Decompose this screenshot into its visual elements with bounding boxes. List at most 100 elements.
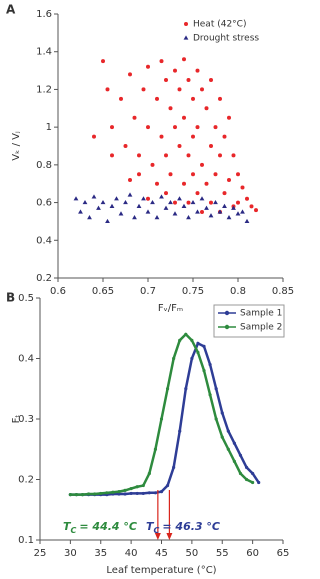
point xyxy=(96,205,101,210)
point xyxy=(220,435,224,439)
point xyxy=(235,211,241,216)
point xyxy=(186,215,191,220)
point xyxy=(196,341,200,345)
point xyxy=(251,471,255,476)
annotation-symbol: T xyxy=(146,520,155,533)
point xyxy=(244,465,249,469)
point xyxy=(195,125,200,130)
x-axis-label: Leaf temperature (°C) xyxy=(106,565,216,576)
point xyxy=(164,78,168,82)
point xyxy=(168,106,173,111)
y-tick-label: 0.4 xyxy=(36,235,52,246)
series-line xyxy=(70,341,260,496)
point xyxy=(118,211,124,216)
point xyxy=(132,215,137,220)
point xyxy=(200,210,204,214)
point xyxy=(195,191,200,196)
x-axis-label: Fᵥ/Fₘ xyxy=(158,303,183,314)
annotation-subscript: C xyxy=(154,526,160,535)
point xyxy=(213,199,218,205)
point xyxy=(141,483,145,488)
point xyxy=(240,209,245,214)
point xyxy=(195,68,200,73)
point xyxy=(218,96,222,101)
point xyxy=(195,209,200,214)
point xyxy=(232,441,236,445)
point xyxy=(173,200,177,205)
point xyxy=(168,199,173,205)
x-tick-label: 25 xyxy=(34,548,47,559)
point xyxy=(236,200,240,205)
point xyxy=(105,491,109,495)
point xyxy=(123,144,128,148)
y-tick-label: 1 xyxy=(46,122,52,133)
point xyxy=(196,350,200,355)
point xyxy=(208,393,212,397)
point xyxy=(129,491,133,496)
point xyxy=(105,218,110,224)
x-tick-label: 35 xyxy=(94,548,107,559)
point xyxy=(159,417,164,421)
point xyxy=(119,96,123,101)
point xyxy=(73,196,79,201)
annotation-text: = 46.3 °C xyxy=(162,520,220,533)
point xyxy=(129,486,133,491)
point xyxy=(244,218,250,224)
point xyxy=(159,134,164,139)
point xyxy=(82,199,88,205)
x-tick-label: 0.85 xyxy=(272,286,294,297)
point xyxy=(164,153,168,158)
legend-marker xyxy=(224,310,230,316)
point xyxy=(209,144,213,148)
point xyxy=(257,480,261,485)
point xyxy=(177,87,182,92)
legend-marker xyxy=(184,22,188,26)
point xyxy=(184,332,188,336)
point xyxy=(213,125,218,130)
point xyxy=(68,493,72,497)
y-axis-label: Vₖ / Vⱼ xyxy=(11,131,22,161)
x-tick-label: 60 xyxy=(246,548,259,559)
x-tick-label: 50 xyxy=(186,548,199,559)
point xyxy=(214,417,218,421)
point xyxy=(173,125,177,130)
point xyxy=(181,203,187,208)
point xyxy=(236,172,240,177)
point xyxy=(165,387,170,391)
point xyxy=(136,203,142,208)
y-axis-label: Fₜ xyxy=(11,415,22,424)
point xyxy=(186,153,191,158)
point xyxy=(204,205,209,210)
point xyxy=(227,177,231,182)
point xyxy=(163,205,169,210)
point xyxy=(199,196,205,201)
panel-label: A xyxy=(6,3,16,17)
point xyxy=(147,491,151,495)
x-tick-label: 55 xyxy=(216,548,229,559)
legend-marker xyxy=(224,324,230,330)
annotation-subscript: C xyxy=(71,526,77,535)
point xyxy=(155,181,159,186)
point xyxy=(204,181,209,186)
point xyxy=(110,125,114,130)
point xyxy=(135,491,139,496)
point xyxy=(190,356,194,361)
x-tick-label: 0.65 xyxy=(92,286,114,297)
y-tick-label: 1.2 xyxy=(36,84,52,95)
point xyxy=(186,78,191,82)
point xyxy=(238,471,243,476)
point xyxy=(202,344,206,348)
point xyxy=(159,59,164,64)
arrow-head xyxy=(166,533,173,540)
point xyxy=(209,78,213,82)
legend-label: Drought stress xyxy=(193,34,259,44)
point xyxy=(132,115,137,120)
legend-box xyxy=(213,304,285,338)
point xyxy=(182,57,186,62)
point xyxy=(123,492,127,496)
point xyxy=(117,492,121,496)
point xyxy=(117,490,121,494)
annotation: TC = 46.3 °C xyxy=(146,520,220,535)
point xyxy=(232,459,236,463)
point xyxy=(191,134,195,139)
